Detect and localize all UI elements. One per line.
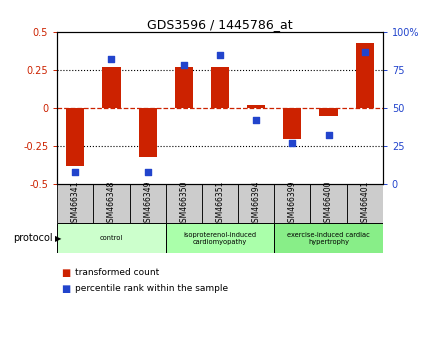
- Bar: [103, 67, 121, 108]
- Bar: [139, 108, 157, 157]
- Bar: [238, 184, 274, 223]
- Text: percentile rank within the sample: percentile rank within the sample: [75, 284, 228, 293]
- Text: ▶: ▶: [55, 234, 62, 242]
- Text: GSM466399: GSM466399: [288, 181, 297, 227]
- Bar: [166, 184, 202, 223]
- Point: [72, 169, 79, 175]
- Text: GSM466341: GSM466341: [71, 181, 80, 227]
- Bar: [66, 108, 84, 166]
- Bar: [93, 184, 129, 223]
- Bar: [57, 223, 166, 253]
- Bar: [175, 67, 193, 108]
- Text: transformed count: transformed count: [75, 268, 159, 277]
- Bar: [319, 108, 337, 116]
- Text: GSM466348: GSM466348: [107, 181, 116, 227]
- Bar: [166, 223, 274, 253]
- Text: GSM466351: GSM466351: [216, 181, 224, 227]
- Text: GSM466349: GSM466349: [143, 181, 152, 227]
- Bar: [356, 42, 374, 108]
- Title: GDS3596 / 1445786_at: GDS3596 / 1445786_at: [147, 18, 293, 31]
- Point: [216, 52, 224, 58]
- Point: [108, 56, 115, 62]
- Text: GSM466401: GSM466401: [360, 181, 369, 227]
- Point: [180, 63, 187, 68]
- Bar: [211, 67, 229, 108]
- Bar: [274, 184, 311, 223]
- Bar: [247, 105, 265, 108]
- Text: isoproterenol-induced
cardiomyopathy: isoproterenol-induced cardiomyopathy: [183, 232, 257, 245]
- Text: exercise-induced cardiac
hypertrophy: exercise-induced cardiac hypertrophy: [287, 232, 370, 245]
- Bar: [283, 108, 301, 138]
- Bar: [311, 184, 347, 223]
- Text: GSM466350: GSM466350: [180, 181, 188, 227]
- Point: [325, 133, 332, 138]
- Bar: [57, 184, 93, 223]
- Bar: [274, 223, 383, 253]
- Point: [289, 140, 296, 146]
- Point: [361, 49, 368, 55]
- Text: control: control: [100, 235, 123, 241]
- Text: ■: ■: [62, 268, 71, 278]
- Point: [253, 118, 260, 123]
- Bar: [202, 184, 238, 223]
- Bar: [129, 184, 166, 223]
- Point: [144, 169, 151, 175]
- Text: GSM466400: GSM466400: [324, 181, 333, 227]
- Text: ■: ■: [62, 284, 71, 293]
- Text: GSM466394: GSM466394: [252, 181, 260, 227]
- Text: protocol: protocol: [13, 233, 53, 243]
- Bar: [347, 184, 383, 223]
